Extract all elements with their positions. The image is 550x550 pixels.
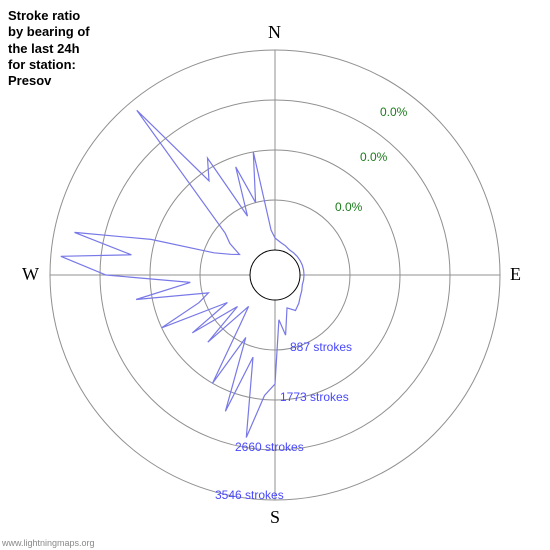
title-line-4: Presov [8,73,51,88]
title-line-0: Stroke ratio [8,8,80,23]
pct-label: 0.0% [380,105,407,119]
title-line-2: the last 24h [8,41,80,56]
pct-label: 0.0% [360,150,387,164]
cardinal-n: N [268,22,281,43]
stroke-label: 3546 strokes [215,488,284,502]
cardinal-w: W [22,264,39,285]
stroke-label: 2660 strokes [235,440,304,454]
pct-label: 0.0% [335,200,362,214]
attribution-text: www.lightningmaps.org [2,538,95,548]
title-line-1: by bearing of [8,24,90,39]
stroke-label: 887 strokes [290,340,352,354]
polar-chart-container: Stroke ratio by bearing of the last 24h … [0,0,550,550]
cardinal-e: E [510,264,521,285]
stroke-label: 1773 strokes [280,390,349,404]
title-line-3: for station: [8,57,76,72]
cardinal-s: S [270,507,280,528]
chart-title: Stroke ratio by bearing of the last 24h … [8,8,90,89]
inner-circle [250,250,300,300]
